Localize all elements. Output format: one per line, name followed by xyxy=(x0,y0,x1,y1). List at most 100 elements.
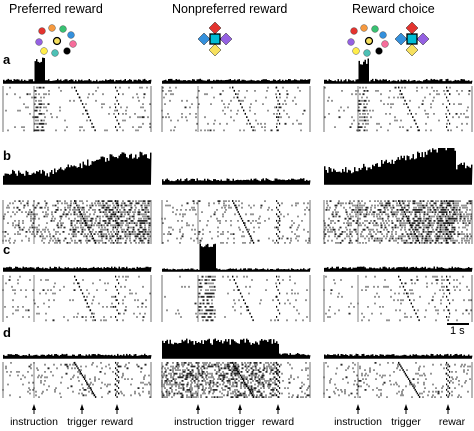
raster-trial xyxy=(323,237,471,240)
reward-marker xyxy=(276,200,278,202)
reward-marker xyxy=(276,106,278,109)
trigger-marker xyxy=(94,241,97,244)
raster-trial xyxy=(35,119,126,122)
trigger-marker xyxy=(413,230,415,233)
scale-bar xyxy=(447,323,469,325)
raster-trial xyxy=(202,299,307,302)
reward-marker xyxy=(449,365,451,368)
trigger-marker xyxy=(87,383,89,386)
reward-marker xyxy=(118,93,120,95)
raster-trial xyxy=(337,295,444,298)
trigger-marker xyxy=(239,215,242,218)
raster-trial xyxy=(324,228,468,231)
raster-trial xyxy=(324,235,472,238)
raster-trial xyxy=(3,215,150,218)
trigger-marker xyxy=(93,239,96,242)
trigger-marker xyxy=(410,302,412,305)
raster-trial xyxy=(9,242,150,244)
raster-trial xyxy=(9,86,148,89)
reward-marker xyxy=(276,295,278,298)
raster-trial xyxy=(19,396,151,398)
raster-trial xyxy=(32,116,149,119)
reward-marker xyxy=(279,387,281,389)
reward-marker xyxy=(447,374,449,377)
trigger-marker xyxy=(91,122,93,125)
raster-trial xyxy=(184,106,282,109)
reward-marker xyxy=(115,316,117,318)
raster-trial xyxy=(345,369,469,371)
reward-marker xyxy=(277,228,279,231)
trigger-marker xyxy=(415,390,417,393)
stimulus-diamond xyxy=(197,32,211,46)
trigger-marker xyxy=(403,211,405,213)
trigger-marker xyxy=(238,213,240,216)
raster-trial xyxy=(168,226,299,229)
trigger-marker xyxy=(252,319,254,322)
histogram xyxy=(162,338,311,358)
raster-trial xyxy=(14,220,148,222)
row-label-d: d xyxy=(3,325,11,340)
reward-marker xyxy=(116,109,118,112)
reward-marker xyxy=(276,239,278,242)
reward-marker xyxy=(116,319,118,322)
instruction-arrow-stem xyxy=(33,409,35,414)
reward-marker xyxy=(276,285,278,288)
trigger-marker xyxy=(402,285,405,288)
raster-trial xyxy=(162,394,310,397)
trigger-arrow-stem xyxy=(405,409,407,414)
reward-marker xyxy=(277,379,279,382)
reward-arrow xyxy=(276,404,280,410)
reward-marker xyxy=(447,319,449,322)
histogram xyxy=(3,266,152,271)
reward-marker xyxy=(447,222,449,224)
stimulus-dot xyxy=(381,40,389,48)
trigger-arrow xyxy=(238,404,242,410)
raster-trial xyxy=(162,116,290,119)
trigger-marker xyxy=(89,387,91,389)
reward-marker xyxy=(115,285,117,288)
reward-marker xyxy=(116,99,118,102)
stimulus-diamond xyxy=(394,32,408,46)
trigger-marker xyxy=(416,126,419,128)
raster-trial xyxy=(323,231,463,233)
reward-marker xyxy=(277,99,279,102)
raster-trial xyxy=(334,126,458,128)
trigger-marker xyxy=(405,374,408,377)
trigger-marker xyxy=(94,396,97,398)
trigger-marker xyxy=(233,202,235,205)
reward-marker xyxy=(446,367,448,370)
trigger-marker xyxy=(79,370,81,373)
reward-marker xyxy=(116,222,118,224)
raster-trial xyxy=(6,206,148,209)
instruction-arrow-stem xyxy=(357,409,359,414)
reward-marker xyxy=(276,383,278,386)
raster-trial xyxy=(332,215,472,218)
raster-trial xyxy=(176,237,310,240)
reward-marker xyxy=(115,226,117,229)
reward-marker xyxy=(449,381,451,384)
reward-marker xyxy=(449,282,451,285)
trigger-marker xyxy=(241,106,243,109)
reward-marker xyxy=(118,365,120,368)
reward-marker xyxy=(116,202,118,205)
trigger-marker xyxy=(241,219,244,222)
raster-trial xyxy=(335,387,456,389)
reward-marker xyxy=(115,378,117,380)
trigger-marker xyxy=(80,289,82,291)
raster-trial xyxy=(29,392,150,395)
raster-trial xyxy=(341,90,471,92)
trigger-marker xyxy=(79,211,81,213)
stimulus-dot xyxy=(63,47,71,55)
trigger-marker xyxy=(250,237,253,240)
trigger-marker xyxy=(249,312,251,315)
reward-marker xyxy=(449,217,451,220)
reward-arrow-stem xyxy=(116,409,118,414)
raster-trial xyxy=(162,86,299,89)
reward-marker xyxy=(116,309,118,312)
trigger-marker xyxy=(403,370,405,373)
raster-trial xyxy=(14,126,151,128)
instruction-arrow xyxy=(196,404,200,410)
trigger-marker xyxy=(80,372,82,375)
trigger-marker xyxy=(399,89,401,92)
trigger-marker xyxy=(89,230,91,233)
